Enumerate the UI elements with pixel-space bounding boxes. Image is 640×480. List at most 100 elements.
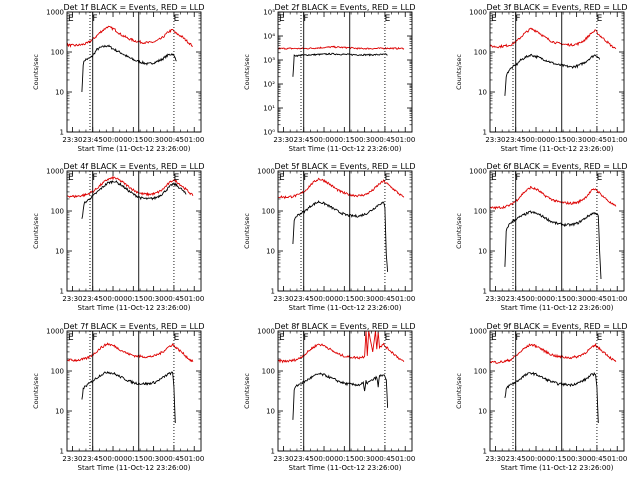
y-tick-label: 10 bbox=[266, 408, 275, 416]
x-tick-label: 00:45 bbox=[587, 455, 607, 463]
y-axis-label: Counts/sec bbox=[32, 373, 40, 409]
series-events bbox=[504, 53, 601, 96]
x-tick-label: 00:30 bbox=[355, 295, 375, 303]
y-tick-label: 100 bbox=[262, 208, 275, 216]
panel-title: Det 5f BLACK = Events, RED = LLD bbox=[274, 162, 415, 171]
y-tick-label: 1000 bbox=[46, 9, 64, 17]
marker-label: E bbox=[174, 333, 180, 343]
series-events bbox=[292, 52, 388, 77]
marker-label: F bbox=[92, 14, 97, 24]
x-tick-label: 00:45 bbox=[375, 136, 395, 144]
x-tick-label: 00:15 bbox=[123, 136, 143, 144]
marker-label: E bbox=[174, 14, 180, 24]
panel-det-5: Det 5f BLACK = Events, RED = LLD E F E 1 10 10… bbox=[243, 162, 416, 312]
marker-label: E bbox=[68, 333, 74, 343]
x-tick-label: 01:00 bbox=[607, 136, 627, 144]
x-tick-label: 00:30 bbox=[355, 455, 375, 463]
y-tick-label: 100 bbox=[474, 208, 487, 216]
series-events bbox=[81, 44, 177, 93]
x-tick-label: 00:45 bbox=[164, 455, 184, 463]
panel-det-1: Det 1f BLACK = Events, RED = LLD E F E 1 10 10… bbox=[32, 3, 205, 153]
panel-title: Det 6f BLACK = Events, RED = LLD bbox=[486, 162, 627, 171]
x-tick-label: 00:15 bbox=[546, 136, 566, 144]
panel-title: Det 9f BLACK = Events, RED = LLD bbox=[486, 322, 627, 331]
y-axis-label: Counts/sec bbox=[455, 373, 463, 409]
plot-frame bbox=[66, 170, 202, 292]
marker-label: E bbox=[68, 173, 74, 183]
y-tick-label: 1000 bbox=[257, 168, 275, 176]
x-tick-label: 23:30 bbox=[62, 295, 82, 303]
y-axis-label: Counts/sec bbox=[32, 213, 40, 249]
x-tick-label: 01:00 bbox=[607, 455, 627, 463]
x-tick-label: 23:30 bbox=[273, 295, 293, 303]
y-axis-label: Counts/sec bbox=[455, 54, 463, 90]
series-lld bbox=[278, 331, 405, 364]
marker-label: F bbox=[515, 333, 520, 343]
series-events bbox=[292, 372, 389, 420]
x-tick-label: 00:30 bbox=[144, 455, 164, 463]
marker-label: F bbox=[303, 333, 308, 343]
x-tick-label: 23:30 bbox=[62, 136, 82, 144]
y-tick-label: 100 bbox=[51, 208, 64, 216]
y-tick-label: 10⁵ bbox=[263, 9, 275, 17]
x-axis-label: Start Time (11-Oct-12 23:26:00) bbox=[289, 304, 402, 312]
x-tick-label: 23:45 bbox=[506, 295, 526, 303]
y-tick-label: 10 bbox=[478, 89, 487, 97]
x-tick-label: 00:15 bbox=[123, 295, 143, 303]
series-lld bbox=[490, 342, 617, 364]
marker-label: F bbox=[303, 173, 308, 183]
marker-label: E bbox=[597, 333, 603, 343]
plot-frame bbox=[489, 11, 625, 133]
x-tick-label: 00:00 bbox=[526, 455, 546, 463]
marker-label: F bbox=[92, 173, 97, 183]
x-tick-label: 00:15 bbox=[334, 136, 354, 144]
y-tick-label: 1 bbox=[271, 288, 275, 296]
marker-label: E bbox=[68, 14, 74, 24]
x-axis-label: Start Time (11-Oct-12 23:26:00) bbox=[78, 145, 191, 153]
x-axis-label: Start Time (11-Oct-12 23:26:00) bbox=[78, 464, 191, 472]
marker-label: E bbox=[597, 173, 603, 183]
series-events bbox=[292, 200, 389, 272]
panel-det-2: Det 2f BLACK = Events, RED = LLD E F E 10⁰ 10… bbox=[243, 3, 416, 153]
y-tick-label: 10⁰ bbox=[263, 129, 275, 137]
x-tick-label: 00:15 bbox=[334, 455, 354, 463]
marker-label: E bbox=[385, 14, 391, 24]
panel-det-4: Det 4f BLACK = Events, RED = LLD E F E 1 10 10… bbox=[32, 162, 205, 312]
y-tick-label: 1000 bbox=[257, 328, 275, 336]
x-tick-label: 23:30 bbox=[62, 455, 82, 463]
marker-label: E bbox=[491, 333, 497, 343]
marker-label: E bbox=[491, 14, 497, 24]
panel-title: Det 3f BLACK = Events, RED = LLD bbox=[486, 3, 627, 12]
x-axis-label: Start Time (11-Oct-12 23:26:00) bbox=[289, 145, 402, 153]
marker-label: E bbox=[279, 14, 285, 24]
x-tick-label: 00:00 bbox=[314, 295, 334, 303]
y-axis-label: Counts/sec bbox=[455, 213, 463, 249]
series-lld bbox=[67, 175, 194, 199]
x-tick-label: 01:00 bbox=[395, 295, 415, 303]
series-lld bbox=[490, 27, 617, 50]
x-tick-label: 00:15 bbox=[123, 455, 143, 463]
y-tick-label: 10 bbox=[55, 408, 64, 416]
x-tick-label: 23:45 bbox=[294, 295, 314, 303]
x-tick-label: 23:45 bbox=[294, 136, 314, 144]
series-lld bbox=[278, 177, 405, 200]
x-tick-label: 23:30 bbox=[485, 295, 505, 303]
x-tick-label: 00:45 bbox=[164, 136, 184, 144]
x-tick-label: 01:00 bbox=[184, 295, 204, 303]
y-tick-label: 1 bbox=[60, 448, 64, 456]
plot-frame bbox=[489, 330, 625, 452]
x-tick-label: 23:30 bbox=[485, 136, 505, 144]
panel-title: Det 8f BLACK = Events, RED = LLD bbox=[274, 322, 415, 331]
y-tick-label: 100 bbox=[474, 368, 487, 376]
x-axis-label: Start Time (11-Oct-12 23:26:00) bbox=[289, 464, 402, 472]
y-axis-label: Counts/sec bbox=[32, 54, 40, 90]
series-events bbox=[504, 210, 602, 280]
x-tick-label: 00:00 bbox=[526, 295, 546, 303]
x-axis-label: Start Time (11-Oct-12 23:26:00) bbox=[501, 304, 614, 312]
x-tick-label: 00:00 bbox=[103, 455, 123, 463]
x-tick-label: 00:30 bbox=[144, 136, 164, 144]
panel-title: Det 2f BLACK = Events, RED = LLD bbox=[274, 3, 415, 12]
x-axis-label: Start Time (11-Oct-12 23:26:00) bbox=[501, 145, 614, 153]
x-tick-label: 00:00 bbox=[103, 295, 123, 303]
